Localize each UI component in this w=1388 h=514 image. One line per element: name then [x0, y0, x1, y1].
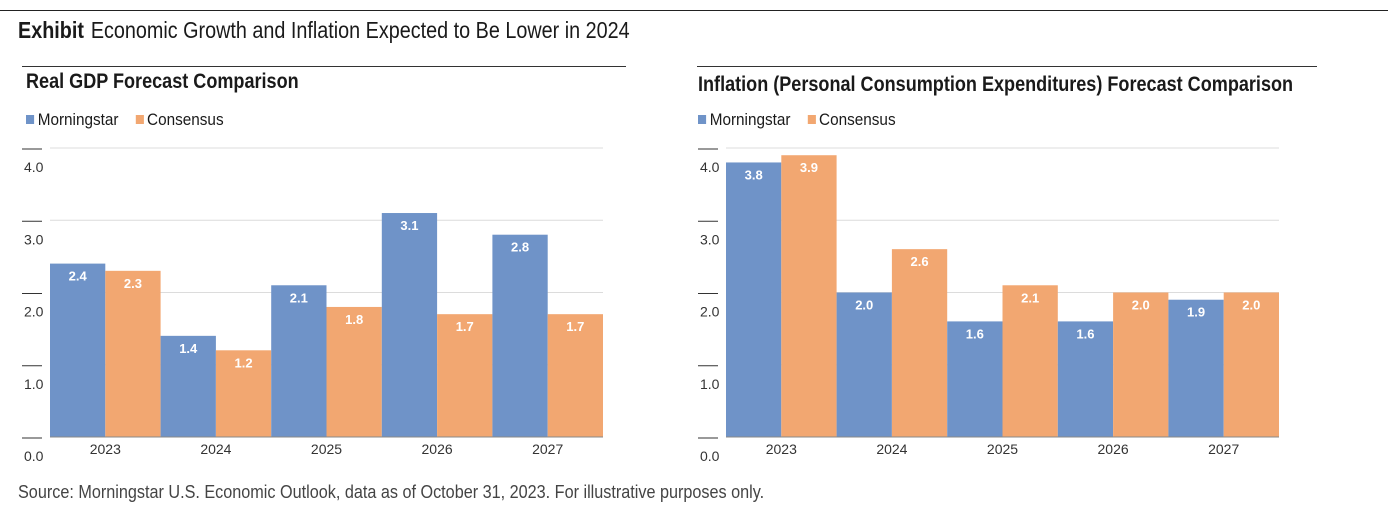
pce-forecast-chart: 0.0 1.0 2.0 3.0 4.0 3.8 3.9 2023 2.0 2.6 2024 1.6 2.…	[698, 147, 1279, 464]
data-label: 2.0	[1242, 298, 1260, 313]
pce-legend-consensus: Consensus	[807, 110, 896, 130]
bar-consensus-2027	[547, 314, 603, 437]
gdp-legend-morningstar: Morningstar	[26, 110, 118, 130]
y-tick-label: 4.0	[24, 159, 44, 175]
exhibit-headline: Economic Growth and Inflation Expected t…	[90, 17, 630, 43]
bar-consensus-2026	[1113, 292, 1169, 437]
y-tick-label: 0.0	[24, 448, 44, 464]
pce-title-rule	[697, 66, 1317, 67]
data-label: 1.9	[1187, 305, 1205, 320]
y-tick-label: 3.0	[700, 231, 720, 247]
data-label: 1.6	[1076, 326, 1094, 341]
bar-consensus-2023	[105, 270, 161, 437]
bar-morningstar-2027	[1168, 299, 1224, 437]
gdp-forecast-chart: 0.0 1.0 2.0 3.0 4.0 2.4 2.3 2023 1.4 1.2 2024 2.1 1.…	[22, 147, 603, 464]
legend-label: Morningstar	[37, 110, 119, 129]
y-tick-label: 3.0	[24, 231, 44, 247]
data-label: 2.0	[1132, 298, 1150, 313]
legend-swatch-icon	[807, 115, 816, 124]
bar-morningstar-2025	[271, 285, 327, 437]
legend-swatch-icon	[698, 115, 707, 124]
gdp-chart-title: Real GDP Forecast Comparison	[26, 70, 299, 93]
bar-consensus-2023	[781, 155, 837, 437]
legend-label: Consensus	[147, 110, 224, 129]
y-tick-label: 2.0	[24, 304, 44, 320]
bar-consensus-2025	[326, 306, 382, 437]
data-label: 2.6	[911, 254, 929, 269]
top-rule	[0, 10, 1388, 11]
y-tick-label: 0.0	[700, 448, 720, 464]
x-tick-label: 2026	[1098, 441, 1129, 457]
x-tick-label: 2027	[1208, 441, 1239, 457]
bar-morningstar-2023	[50, 263, 106, 437]
bar-morningstar-2023	[726, 162, 782, 437]
bar-consensus-2024	[891, 249, 948, 437]
data-label: 1.4	[179, 341, 198, 356]
bar-consensus-2026	[437, 314, 493, 437]
data-label: 3.8	[745, 167, 763, 182]
data-label: 2.1	[1021, 290, 1039, 305]
bar-morningstar-2024	[836, 292, 892, 437]
pce-chart-title: Inflation (Personal Consumption Expendit…	[698, 73, 1294, 96]
bar-morningstar-2026	[1057, 321, 1114, 437]
x-tick-label: 2023	[766, 441, 797, 457]
bar-morningstar-2027	[492, 234, 548, 437]
legend-label: Consensus	[819, 110, 896, 129]
exhibit-title: Exhibit Economic Growth and Inflation Exp…	[18, 16, 630, 44]
data-label: 1.2	[235, 355, 253, 370]
exhibit-tag: Exhibit	[18, 17, 84, 43]
legend-swatch-icon	[135, 115, 144, 124]
pce-legend-morningstar: Morningstar	[698, 110, 790, 130]
data-label: 1.7	[566, 319, 584, 334]
y-tick-label: 1.0	[24, 376, 44, 392]
x-tick-label: 2024	[876, 441, 907, 457]
gdp-legend-consensus: Consensus	[135, 110, 224, 130]
pce-legend: Morningstar Consensus	[698, 110, 908, 130]
gdp-title-rule	[22, 66, 626, 67]
gdp-legend: Morningstar Consensus	[26, 110, 236, 130]
bar-morningstar-2026	[381, 213, 438, 437]
x-tick-label: 2023	[90, 441, 121, 457]
y-tick-label: 4.0	[700, 159, 720, 175]
bar-morningstar-2025	[947, 321, 1003, 437]
data-label: 2.8	[511, 240, 529, 255]
bar-consensus-2027	[1223, 292, 1279, 437]
data-label: 1.7	[456, 319, 474, 334]
data-label: 3.9	[800, 160, 818, 175]
legend-label: Morningstar	[709, 110, 791, 129]
x-tick-label: 2025	[987, 441, 1018, 457]
bar-morningstar-2024	[160, 335, 216, 437]
x-tick-label: 2026	[422, 441, 453, 457]
data-label: 2.4	[69, 269, 88, 284]
y-tick-label: 2.0	[700, 304, 720, 320]
data-label: 2.3	[124, 276, 142, 291]
data-label: 1.8	[345, 312, 363, 327]
x-tick-label: 2025	[311, 441, 342, 457]
data-label: 2.1	[290, 290, 308, 305]
legend-swatch-icon	[26, 115, 35, 124]
x-tick-label: 2027	[532, 441, 563, 457]
bar-consensus-2024	[215, 350, 272, 437]
source-note: Source: Morningstar U.S. Economic Outloo…	[18, 482, 765, 502]
data-label: 1.6	[966, 326, 984, 341]
data-label: 3.1	[400, 218, 418, 233]
x-tick-label: 2024	[200, 441, 231, 457]
bar-consensus-2025	[1002, 285, 1058, 437]
data-label: 2.0	[855, 298, 873, 313]
y-tick-label: 1.0	[700, 376, 720, 392]
